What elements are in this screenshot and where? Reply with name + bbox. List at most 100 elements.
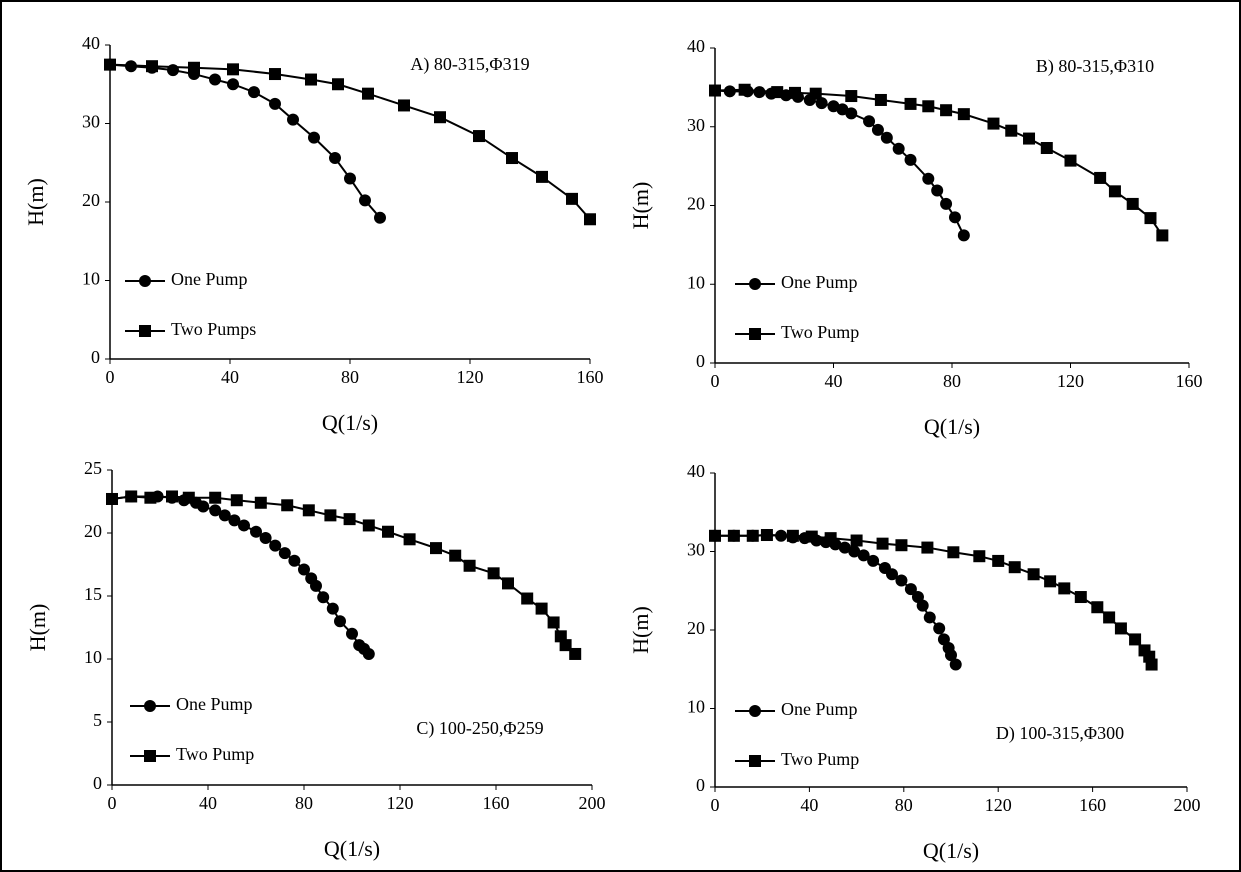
x-tick-label: 80 — [295, 793, 313, 813]
square-marker — [1126, 197, 1139, 210]
square-marker — [876, 537, 889, 550]
square-marker — [904, 97, 917, 110]
square-marker — [1040, 142, 1053, 155]
square-marker — [434, 111, 446, 124]
square-marker — [805, 530, 818, 543]
circle-marker — [209, 504, 222, 517]
circle-marker — [287, 113, 299, 126]
square-marker — [324, 509, 337, 522]
square-marker — [1145, 658, 1158, 671]
square-marker — [957, 108, 970, 121]
legend-marker — [749, 328, 761, 340]
x-tick-label: 0 — [711, 795, 720, 815]
circle-marker — [326, 602, 339, 615]
x-tick-label: 120 — [457, 367, 484, 387]
square-marker — [1156, 229, 1169, 242]
square-marker — [566, 192, 578, 205]
annotation: D) 100-315,Φ300 — [996, 723, 1124, 744]
square-marker — [166, 490, 178, 503]
circle-marker — [880, 131, 893, 144]
square-marker — [104, 58, 116, 71]
square-marker — [362, 87, 374, 100]
square-marker — [254, 496, 267, 509]
square-marker — [1108, 185, 1121, 198]
square-marker — [403, 533, 416, 546]
x-tick-label: 40 — [800, 795, 818, 815]
square-marker — [1027, 568, 1040, 581]
y-tick-label: 0 — [93, 773, 102, 793]
square-marker — [1129, 633, 1142, 646]
x-tick-label: 40 — [199, 793, 217, 813]
legend-marker — [749, 755, 761, 767]
x-tick-label: 120 — [1057, 371, 1084, 391]
circle-marker — [298, 563, 310, 576]
y-tick-label: 30 — [687, 540, 705, 560]
y-tick-label: 10 — [687, 697, 705, 717]
square-marker — [487, 567, 500, 580]
square-marker — [1094, 171, 1107, 184]
y-tick-label: 20 — [82, 190, 100, 210]
y-tick-label: 20 — [84, 521, 102, 541]
legend-label: Two Pump — [781, 322, 859, 342]
square-marker — [727, 529, 740, 542]
square-marker — [771, 86, 784, 99]
circle-marker — [895, 574, 908, 587]
square-marker — [209, 491, 222, 504]
x-tick-label: 80 — [895, 795, 913, 815]
square-marker — [535, 602, 548, 615]
circle-marker — [922, 172, 935, 185]
circle-marker — [374, 211, 386, 224]
annotation: A) 80-315,Φ319 — [410, 54, 529, 75]
circle-marker — [310, 579, 322, 592]
square-marker — [502, 577, 514, 590]
circle-marker — [269, 97, 281, 110]
legend-label: One Pump — [781, 272, 858, 292]
square-marker — [473, 130, 485, 143]
square-marker — [973, 550, 986, 563]
circle-marker — [923, 611, 936, 624]
x-tick-label: 200 — [1174, 795, 1201, 815]
y-axis-title: H(m) — [23, 178, 48, 226]
square-marker — [738, 83, 751, 96]
square-marker — [1058, 582, 1071, 595]
y-tick-label: 10 — [82, 269, 100, 289]
legend-marker — [139, 325, 151, 337]
square-marker — [559, 639, 572, 652]
circle-marker — [723, 85, 736, 98]
circle-marker — [867, 554, 880, 567]
circle-marker — [838, 541, 851, 554]
legend-marker — [144, 750, 156, 762]
y-tick-label: 10 — [84, 647, 102, 667]
x-tick-label: 200 — [579, 793, 606, 813]
circle-marker — [329, 152, 341, 165]
y-tick-label: 40 — [687, 461, 705, 481]
x-tick-label: 160 — [1079, 795, 1106, 815]
x-tick-label: 0 — [106, 367, 115, 387]
square-marker — [788, 86, 801, 99]
square-marker — [188, 61, 200, 74]
y-axis-title: H(m) — [628, 182, 653, 230]
square-marker — [302, 504, 315, 517]
circle-marker — [238, 519, 250, 532]
square-marker — [921, 541, 934, 554]
square-marker — [449, 549, 462, 562]
square-marker — [1023, 132, 1036, 145]
legend-marker — [749, 278, 761, 290]
y-tick-label: 0 — [696, 775, 705, 795]
y-tick-label: 0 — [91, 347, 100, 367]
square-marker — [398, 99, 410, 112]
y-tick-label: 0 — [696, 351, 705, 371]
circle-marker — [334, 615, 346, 628]
square-marker — [850, 534, 863, 547]
square-marker — [227, 63, 239, 76]
square-marker — [1144, 212, 1157, 225]
square-marker — [992, 554, 1005, 567]
annotation: B) 80-315,Φ310 — [1036, 56, 1154, 77]
circle-marker — [904, 153, 917, 166]
square-marker — [182, 491, 195, 504]
y-tick-label: 30 — [82, 112, 100, 132]
circle-marker — [848, 545, 861, 558]
square-marker — [786, 529, 799, 542]
circle-marker — [904, 583, 917, 596]
